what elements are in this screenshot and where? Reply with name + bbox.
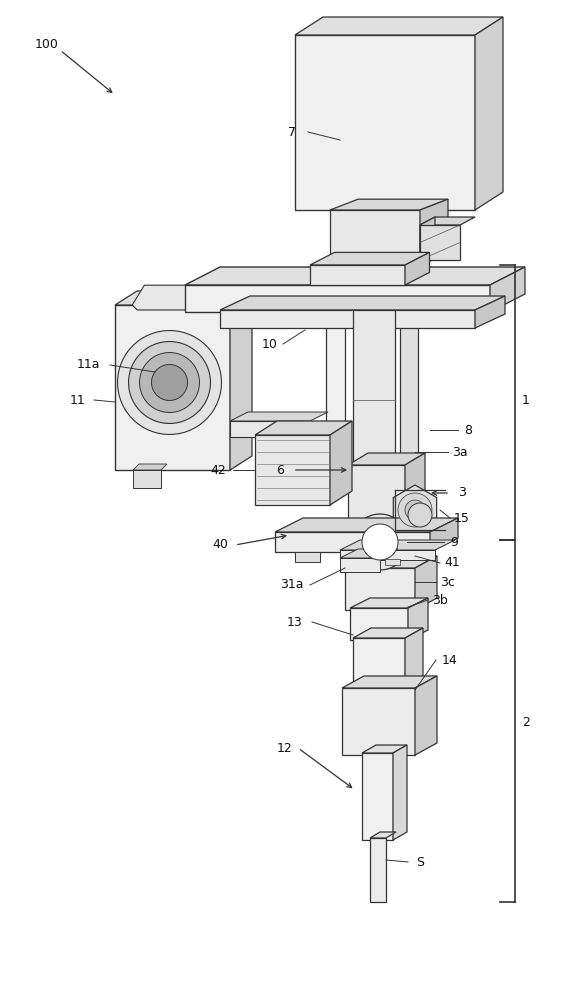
Text: 11a: 11a	[76, 359, 100, 371]
Polygon shape	[275, 532, 430, 552]
Polygon shape	[139, 353, 199, 412]
Bar	[295, 35, 475, 210]
Polygon shape	[405, 252, 430, 285]
Bar	[370, 838, 386, 902]
Polygon shape	[475, 296, 505, 328]
Polygon shape	[295, 17, 503, 35]
Polygon shape	[340, 558, 380, 572]
Polygon shape	[151, 365, 188, 400]
Polygon shape	[230, 291, 252, 470]
Polygon shape	[370, 832, 396, 838]
Polygon shape	[490, 267, 525, 312]
Text: 9: 9	[450, 536, 458, 548]
Polygon shape	[393, 485, 437, 535]
Polygon shape	[133, 464, 167, 470]
Polygon shape	[353, 628, 423, 638]
Bar	[133, 470, 161, 488]
Polygon shape	[398, 493, 432, 527]
Text: 14: 14	[442, 654, 458, 666]
Text: 31a: 31a	[281, 578, 304, 591]
Polygon shape	[342, 676, 437, 688]
Bar	[400, 310, 418, 465]
Bar	[326, 310, 345, 465]
Text: 8: 8	[464, 424, 472, 436]
Polygon shape	[348, 453, 425, 465]
Text: 13: 13	[287, 615, 303, 629]
Bar	[353, 638, 405, 690]
Bar	[345, 568, 415, 610]
Polygon shape	[275, 518, 458, 532]
Bar	[255, 435, 330, 505]
Text: 2: 2	[522, 716, 530, 728]
Text: 7: 7	[288, 125, 296, 138]
Polygon shape	[220, 296, 505, 310]
Bar	[230, 421, 310, 437]
Polygon shape	[118, 331, 222, 434]
Bar	[353, 310, 395, 490]
Text: 1: 1	[522, 393, 530, 406]
Text: 10: 10	[262, 338, 278, 351]
Text: 11: 11	[70, 393, 86, 406]
Polygon shape	[405, 628, 423, 690]
Text: 3a: 3a	[452, 446, 468, 458]
Text: 6: 6	[276, 464, 284, 477]
Polygon shape	[200, 271, 235, 305]
Text: 12: 12	[277, 742, 293, 754]
Bar	[330, 210, 420, 265]
Bar	[115, 305, 230, 470]
Polygon shape	[230, 412, 328, 421]
Polygon shape	[415, 556, 437, 610]
Text: 3c: 3c	[441, 576, 456, 588]
Bar	[342, 688, 415, 755]
Polygon shape	[420, 217, 475, 225]
Polygon shape	[430, 518, 458, 552]
Polygon shape	[415, 676, 437, 755]
Polygon shape	[185, 285, 490, 312]
Polygon shape	[310, 252, 430, 265]
Polygon shape	[185, 267, 525, 285]
Polygon shape	[345, 556, 437, 568]
Polygon shape	[420, 199, 448, 265]
Polygon shape	[408, 503, 432, 527]
Polygon shape	[408, 598, 428, 640]
Bar	[295, 552, 320, 562]
Polygon shape	[340, 540, 455, 550]
Polygon shape	[220, 310, 475, 328]
Polygon shape	[352, 514, 408, 570]
Text: 40: 40	[212, 538, 228, 552]
Polygon shape	[330, 421, 352, 505]
Polygon shape	[362, 745, 407, 753]
Polygon shape	[393, 745, 407, 840]
Bar	[362, 753, 393, 840]
Polygon shape	[405, 453, 425, 520]
Polygon shape	[475, 17, 503, 210]
Polygon shape	[132, 285, 213, 310]
Text: 3: 3	[458, 487, 466, 499]
Polygon shape	[310, 265, 405, 285]
Text: S: S	[416, 856, 424, 868]
Bar	[350, 608, 408, 640]
Polygon shape	[128, 342, 210, 423]
Bar	[385, 559, 400, 565]
Polygon shape	[330, 199, 448, 210]
Polygon shape	[420, 217, 435, 260]
Bar	[420, 225, 460, 260]
Polygon shape	[350, 598, 428, 608]
Polygon shape	[255, 421, 352, 435]
Polygon shape	[115, 291, 252, 305]
Text: 41: 41	[444, 556, 460, 570]
Polygon shape	[405, 500, 425, 520]
Polygon shape	[340, 549, 398, 558]
Polygon shape	[340, 550, 435, 560]
Bar	[348, 465, 405, 520]
Text: 3b: 3b	[432, 593, 448, 606]
Text: 15: 15	[454, 512, 470, 524]
Text: 42: 42	[210, 464, 226, 477]
Polygon shape	[362, 524, 398, 560]
Text: 100: 100	[35, 38, 59, 51]
